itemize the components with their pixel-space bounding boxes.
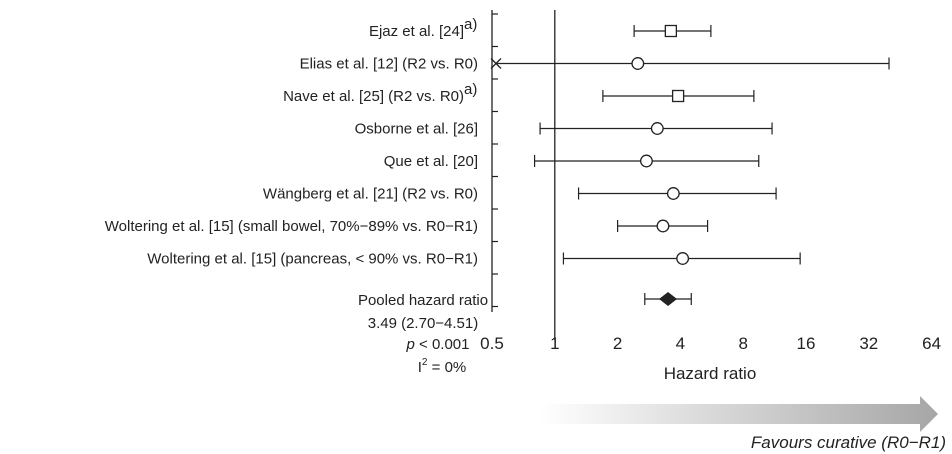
study-superscript: a): [464, 16, 477, 33]
p-value-text: p < 0.001: [406, 336, 470, 353]
x-tick-label: 0.5: [480, 334, 504, 353]
study-row: Elias et al. [12] (R2 vs. R0): [300, 56, 890, 73]
estimate-square-marker: [671, 89, 685, 103]
pooled-diamond: [659, 292, 678, 306]
pooled-ci-text: 3.49 (2.70−4.51): [368, 315, 479, 332]
x-tick-label: 1: [550, 334, 559, 353]
x-tick-label: 32: [859, 334, 878, 353]
study-row: Osborne et al. [26]: [355, 121, 773, 138]
estimate-circle-marker: [631, 57, 645, 70]
study-label: Wängberg et al. [21] (R2 vs. R0): [263, 186, 478, 203]
study-row: Nave et al. [25] (R2 vs. R0) a): [283, 81, 755, 105]
estimate-circle-marker: [676, 252, 690, 265]
study-label: Que et al. [20]: [384, 153, 478, 170]
truncation-mark: [490, 58, 502, 69]
x-tick-label: 8: [738, 334, 747, 353]
x-axis: 0.5 1 2 4 8 16 32 64 Hazard ratio: [480, 10, 941, 383]
study-rows: Ejaz et al. [24] a)Elias et al. [12] (R2 …: [105, 16, 890, 309]
x-tick-label: 64: [922, 334, 941, 353]
study-label: Nave et al. [25] (R2 vs. R0): [283, 88, 464, 105]
study-row: Wängberg et al. [21] (R2 vs. R0): [263, 186, 777, 203]
x-tick-label: 16: [797, 334, 816, 353]
x-tick-label: 2: [613, 334, 622, 353]
estimate-circle-marker: [656, 219, 670, 233]
pooled-row: Pooled hazard ratio: [358, 292, 692, 309]
favours-arrow: [540, 396, 938, 432]
study-row: Que et al. [20]: [384, 153, 760, 170]
estimate-circle-marker: [666, 187, 680, 200]
study-label: Woltering et al. [15] (small bowel, 70%−…: [105, 218, 478, 235]
x-tick-label: 4: [676, 334, 685, 353]
study-row: Woltering et al. [15] (small bowel, 70%−…: [105, 218, 709, 235]
study-row: Ejaz et al. [24] a): [369, 16, 712, 40]
study-label: Osborne et al. [26]: [355, 121, 478, 138]
study-superscript: a): [464, 81, 477, 98]
study-label: Ejaz et al. [24]: [369, 23, 464, 40]
pooled-stats: 3.49 (2.70−4.51) p < 0.001 I2 = 0%: [368, 315, 479, 376]
i2-text: I2 = 0%: [418, 357, 467, 376]
estimate-square-marker: [664, 24, 678, 38]
study-label: Woltering et al. [15] (pancreas, < 90% v…: [147, 251, 478, 268]
estimate-circle-marker: [650, 122, 664, 135]
study-label: Elias et al. [12] (R2 vs. R0): [300, 56, 478, 73]
pooled-label: Pooled hazard ratio: [358, 292, 488, 309]
estimate-circle-marker: [640, 154, 653, 168]
favours-arrow-group: Favours curative (R0−R1): [540, 396, 946, 452]
x-axis-title: Hazard ratio: [664, 364, 757, 383]
favours-label: Favours curative (R0−R1): [751, 433, 946, 452]
study-row: Woltering et al. [15] (pancreas, < 90% v…: [147, 251, 801, 268]
